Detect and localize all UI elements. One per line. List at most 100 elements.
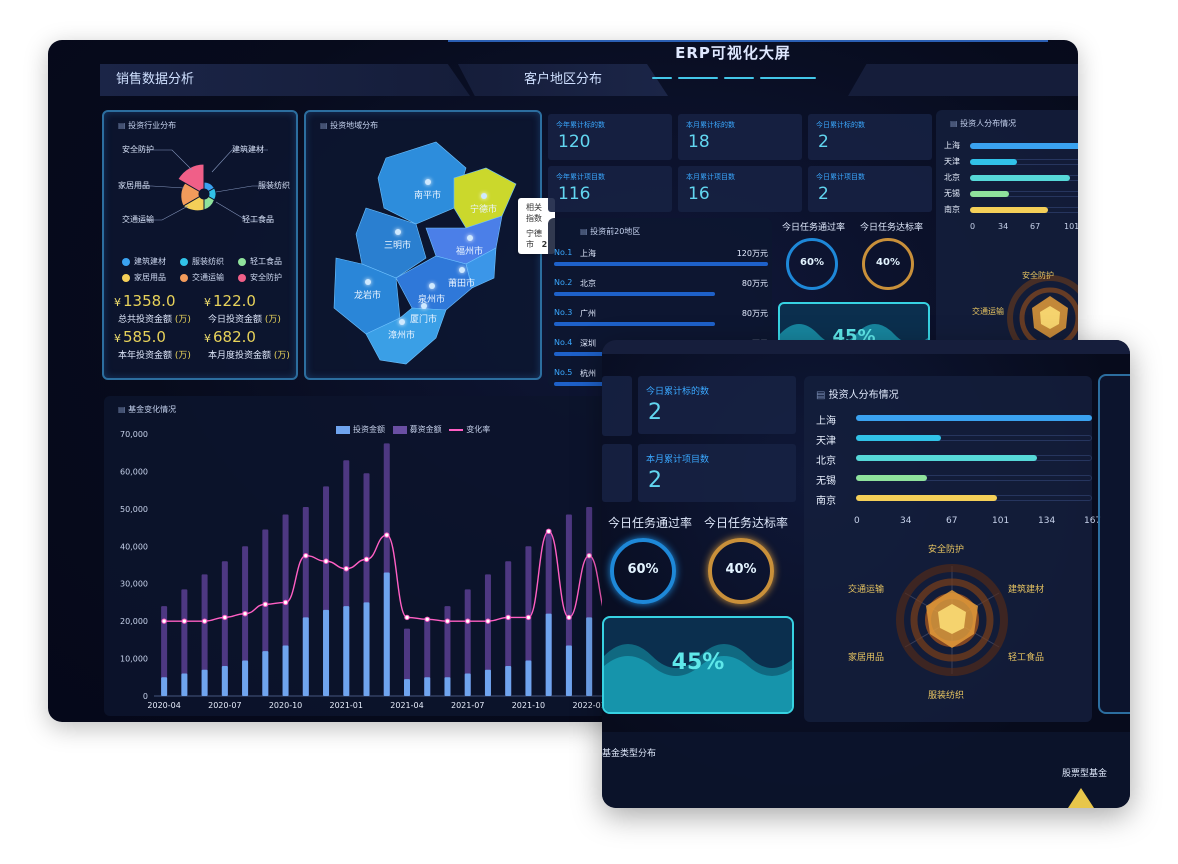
panel-title: 基金变化情况 [118,404,176,415]
tab-sales-analysis[interactable]: 销售数据分析 [100,64,470,96]
radar-label: 轻工食品 [1008,653,1045,663]
bar-raised-2020-06 [201,574,208,696]
rose-label: 安全防护 [122,144,154,154]
bar-invest-2021-01 [343,606,350,696]
change-rate-point-2021-10 [525,614,532,621]
legend-item[interactable]: 家居用品 [122,272,166,283]
rose-label: 家居用品 [118,180,150,190]
map-city-label[interactable]: 福州市 [456,235,483,257]
bar-fill [970,191,1009,197]
bar-invest-2022-01 [586,617,593,696]
rank-no: No.5 [554,368,573,377]
panel-title: 投资行业分布 [118,120,176,131]
rank-city: 杭州 [580,369,596,378]
map-city-label[interactable]: 漳州市 [388,319,415,341]
bar-invest-2021-10 [525,660,532,696]
bar-invest-2021-02 [363,602,370,696]
zoomed-dashboard-window: 今日累计标的数 2 本月累计项目数 2 今日任务通过率 今日任务达标率 60% 40… [602,340,1130,808]
legend-item[interactable]: 服装纺织 [180,256,224,267]
bar-raised-2021-10 [525,546,532,696]
legend-item[interactable]: 建筑建材 [122,256,166,267]
investor-bar-row: 上海 [816,412,1092,427]
legend-item[interactable]: 交通运输 [180,272,224,283]
investor-bar-row: 南京 [944,204,1078,216]
target-rate-gauge: 40% [862,238,914,290]
bar-fill [970,159,1017,165]
rank-bar [554,292,715,296]
change-rate-point-2021-02 [363,556,370,563]
bar-invest-2021-04 [404,679,410,696]
legend-item[interactable]: 轻工食品 [238,256,282,267]
rank-amount: 80万元 [741,309,768,318]
rank-no: No.2 [554,278,573,287]
pass-rate-gauge: 60% [610,538,676,604]
card-partial [602,444,632,502]
bar-fill [856,415,1092,421]
change-rate-point-2020-04 [161,618,167,624]
x-tick-label: 2021-10 [512,701,545,710]
change-rate-point-2021-08 [485,618,491,624]
panel-title: 投资地域分布 [320,120,378,131]
fund-chart-panel: 基金变化情况 投资金额 募资金额 变化率 0 10,000 20,000 30,000… [104,396,664,716]
map-city-label[interactable]: 泉州市 [418,283,445,305]
change-rate-line [164,530,650,622]
change-rate-point-2020-07 [222,614,228,621]
panel-title: ▤ 投资人分布情况 [816,390,899,401]
change-rate-point-2020-12 [323,558,329,564]
x-tick: 67 [946,516,958,526]
rank-amount: 120万元 [736,249,768,258]
rank-city: 上海 [580,249,596,258]
investor-bar-row: 上海 [944,140,1078,152]
legend-item[interactable]: 变化率 [449,425,490,434]
map-panel: 投资地域分布 南平市 宁德市 三明市 福州市 莆田市 龙岩市 泉州市 厦门市 漳… [304,110,556,380]
map-city-label[interactable]: 南平市 [414,179,441,201]
topbar-right-decor [848,64,1078,96]
change-rate-point-2020-10 [282,599,289,606]
y-tick-label: 30,000 [120,580,148,589]
map-city-label[interactable]: 莆田市 [448,267,475,289]
title-decoration [652,76,816,80]
bar-invest-2021-05 [424,677,431,696]
x-tick: 0 [970,222,976,231]
target-rate-title: 今日任务达标率 [704,516,789,530]
x-tick: 67 [1030,222,1041,231]
rank-row: No.2 北京 80万元 [554,278,768,308]
stat-card: 今年累计标的数 120 [548,114,672,160]
tab-customer-region[interactable]: 客户地区分布 [458,64,668,96]
fujian-map [333,141,517,365]
rank-bar [554,322,715,326]
panel-title: 投资人分布情况 [950,118,1016,129]
x-tick: 134 [1038,516,1056,526]
investor-bar-row: 南京 [816,492,1092,507]
target-rate-gauge: 40% [708,538,774,604]
investor-bar-row: 无锡 [816,472,1092,487]
panel-title: 基金类型分布 [602,749,657,759]
rank-amount: 80万元 [741,279,768,288]
legend-item[interactable]: 募资金额 [392,425,442,434]
investor-panel: ▤ 投资人分布情况 上海 天津 北京 无锡 南京 0 34 67 101 134 167 [804,376,1101,722]
y-tick-label: 40,000 [120,542,148,551]
change-rate-point-2021-11 [545,528,552,535]
x-tick-label: 2020-07 [208,701,241,710]
map-city-label[interactable]: 宁德市 [470,193,497,215]
y-tick-label: 70,000 [120,430,148,439]
bar-fill [856,495,997,501]
investor-city: 天津 [816,436,836,447]
x-tick-label: 2021-07 [451,701,484,710]
change-rate-point-2020-05 [181,618,188,624]
bar-invest-2021-06 [444,677,451,696]
x-tick-label: 2020-10 [269,701,302,710]
legend-item[interactable]: 投资金额 [336,425,385,434]
radar-label: 服装纺织 [928,691,965,701]
month-invest-value: ¥682.0 [204,328,256,346]
investor-bar-row: 无锡 [944,188,1078,200]
radar-label: 交通运输 [972,307,1004,316]
y-tick-label: 60,000 [120,467,148,476]
map-city-label[interactable]: 厦门市 [410,303,437,325]
x-tick-label: 2021-04 [390,701,423,710]
map-city-label[interactable]: 三明市 [384,229,411,251]
side-panel-partial [1098,374,1130,714]
legend-item[interactable]: 安全防护 [238,272,282,283]
map-city-label[interactable]: 龙岩市 [354,279,381,301]
rose-slice-安全防护 [177,163,205,195]
